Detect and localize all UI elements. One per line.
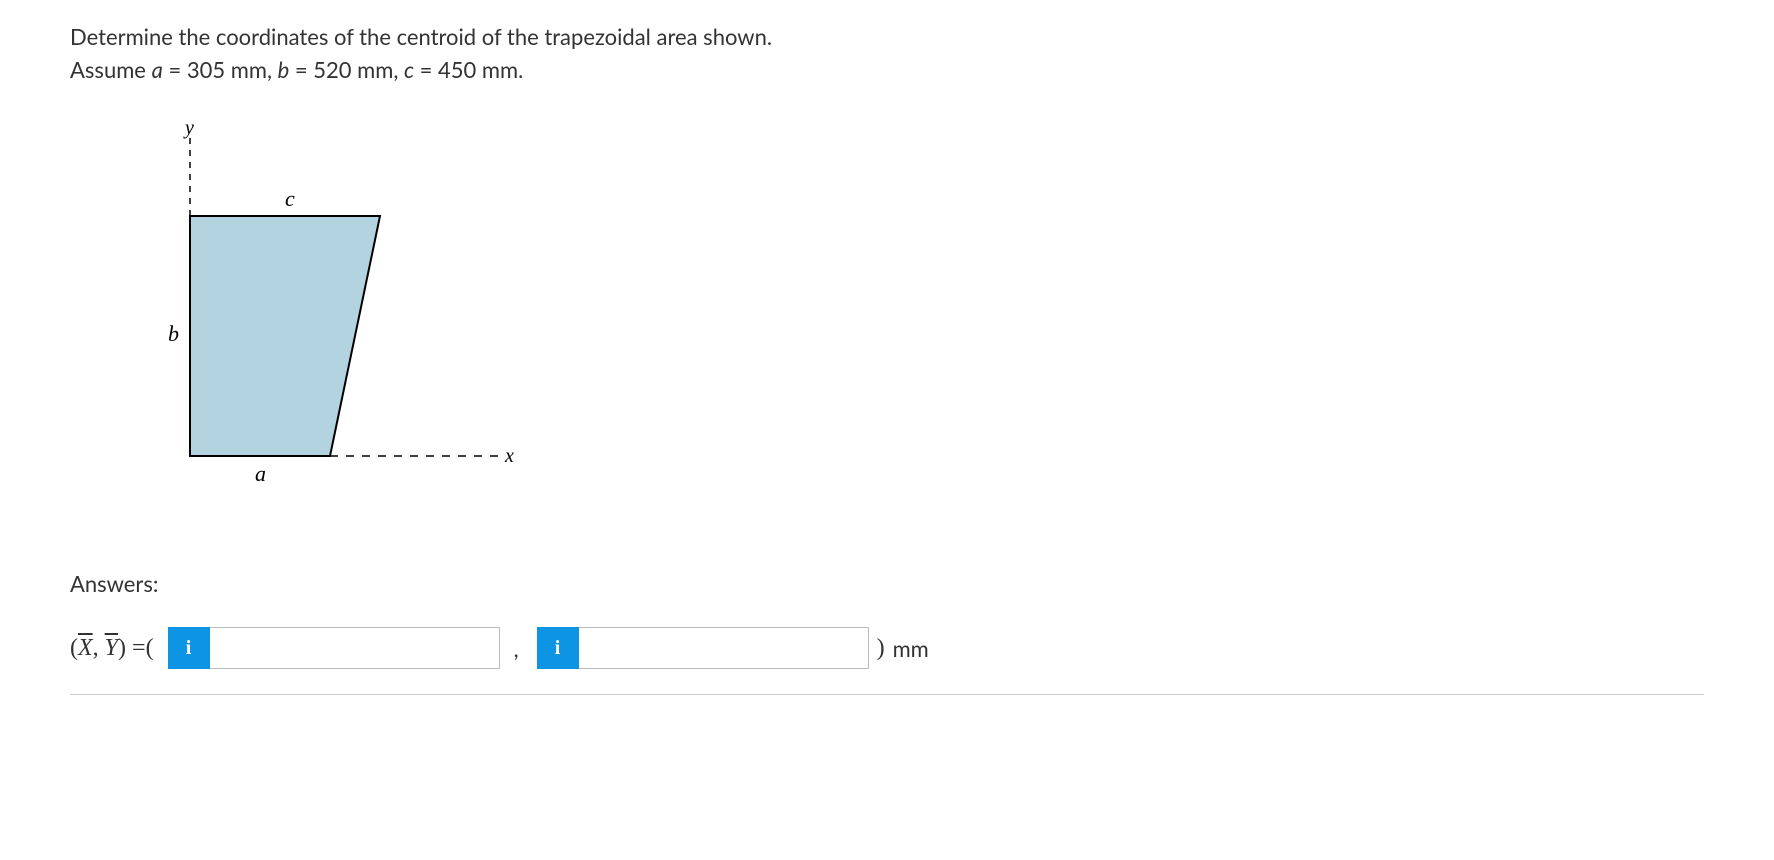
comma-separator: , [514,635,519,662]
equals-sign: = [132,635,146,661]
formula-sep: , [93,635,105,661]
problem-line-2: Assume a = 305 mm, b = 520 mm, c = 450 m… [70,53,1704,86]
answers-heading: Answers: [70,570,1704,597]
info-icon[interactable]: i [168,627,210,669]
trapezoid-shape [190,216,380,456]
centroid-formula: (X, Y) =( [70,635,154,662]
val-c: = 450 mm. [414,56,523,83]
unit-label: mm [893,635,929,662]
label-c: c [285,186,295,211]
info-icon[interactable]: i [537,627,579,669]
label-a: a [255,461,266,486]
formula-close: ) [118,635,126,661]
answer-row: (X, Y) =( i , i ) mm [70,627,1704,695]
problem-line-1: Determine the coordinates of the centroi… [70,20,1704,53]
var-a: a [152,56,163,83]
var-b: b [278,56,290,83]
assume-text: Assume [70,56,152,83]
x-bar-input[interactable] [210,627,500,669]
trapezoid-figure: y x a b c [110,116,530,516]
y-axis-label: y [183,117,194,139]
label-b: b [168,321,179,346]
open-paren: ( [146,635,154,661]
close-paren: ) [877,635,885,662]
problem-statement: Determine the coordinates of the centroi… [70,20,1704,86]
y-bar-input[interactable] [579,627,869,669]
x-bar: X [78,635,93,661]
input-group-y: i [537,627,869,669]
val-a: = 305 mm, [163,56,278,83]
formula-open: ( [70,635,78,661]
figure-container: y x a b c [110,116,1704,520]
x-axis-label: x [504,445,514,467]
val-b: = 520 mm, [289,56,404,83]
input-group-x: i [168,627,500,669]
var-c: c [404,56,414,83]
y-bar: Y [105,635,118,661]
